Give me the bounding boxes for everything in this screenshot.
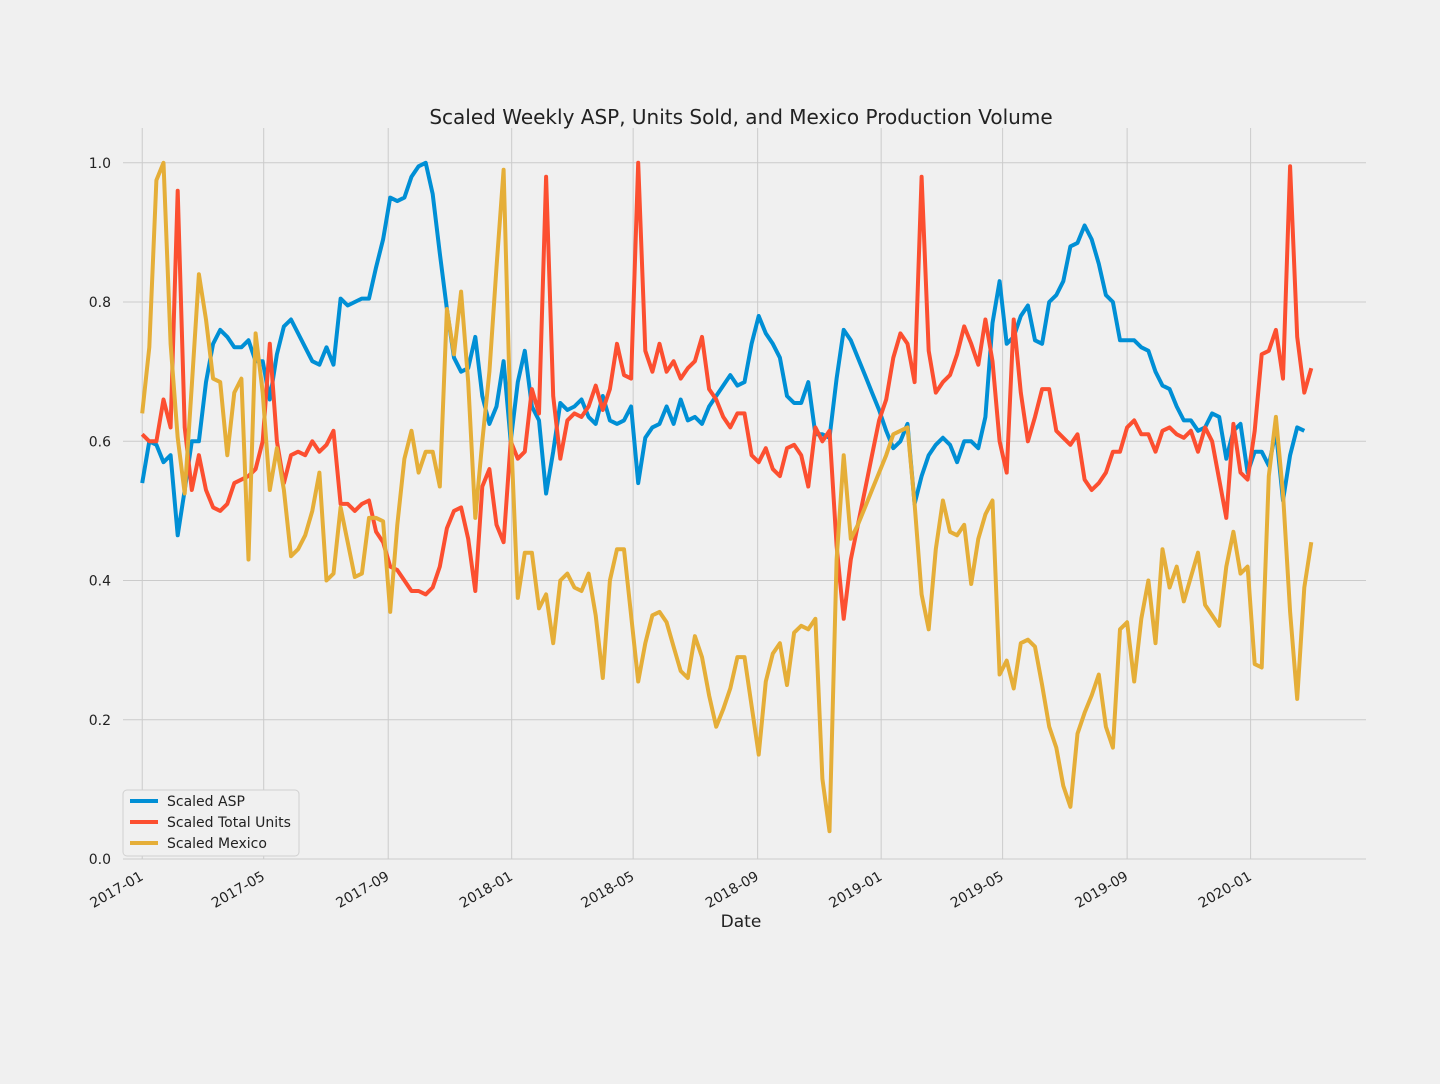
- x-tick-label: 2019-09: [1072, 869, 1131, 912]
- x-tick-label: 2018-01: [457, 869, 516, 912]
- x-tick-label: 2020-01: [1196, 869, 1255, 912]
- x-tick-label: 2018-05: [578, 869, 637, 912]
- grid-lines: [123, 128, 1366, 860]
- x-tick-label: 2019-01: [826, 869, 885, 912]
- y-tick-label: 0.0: [89, 852, 111, 868]
- legend: Scaled ASP Scaled Total Units Scaled Mexic…: [122, 789, 300, 857]
- x-tick-label: 2018-09: [703, 869, 762, 912]
- x-tick-label: 2017-05: [209, 869, 268, 912]
- y-tick-label: 0.8: [89, 295, 111, 311]
- legend-box: [122, 789, 300, 857]
- y-tick-label: 1.0: [89, 156, 111, 172]
- legend-label: Scaled Total Units: [167, 815, 291, 831]
- series-line-scaled-asp: [140, 160, 1306, 538]
- y-tick-label: 0.4: [89, 574, 111, 590]
- x-tick-label: 2017-09: [334, 869, 393, 912]
- x-tick-label: 2019-05: [948, 869, 1007, 912]
- y-tick-label: 0.2: [89, 713, 111, 729]
- chart-title: Scaled Weekly ASP, Units Sold, and Mexic…: [429, 105, 1052, 129]
- x-tick-label: 2017-01: [88, 869, 147, 912]
- legend-label: Scaled Mexico: [167, 836, 267, 852]
- series-line-scaled-total-units: [140, 160, 1314, 621]
- series-line-scaled-mexico: [140, 160, 1314, 834]
- y-tick-label: 0.6: [89, 434, 111, 450]
- x-axis-label: Date: [721, 912, 762, 932]
- series-lines: [140, 160, 1314, 834]
- legend-label: Scaled ASP: [167, 794, 245, 810]
